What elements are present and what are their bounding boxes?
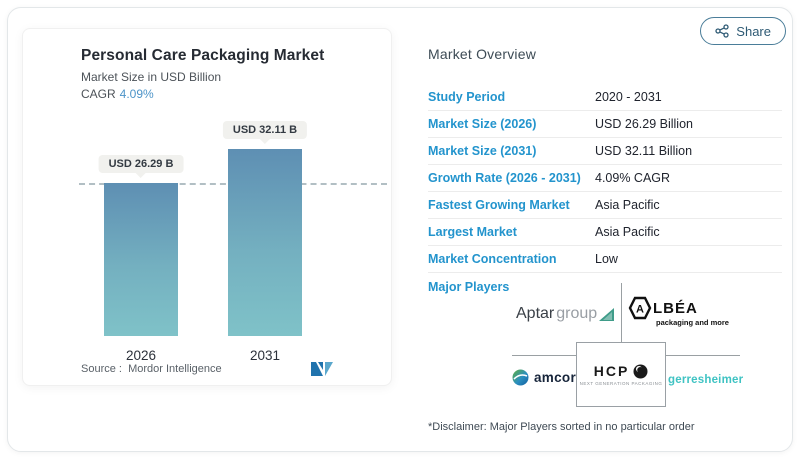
row-label: Fastest Growing Market [428, 198, 570, 212]
panel-heading: Market Overview [428, 46, 537, 62]
row-value: USD 32.11 Billion [595, 144, 693, 158]
chart-subtitle: Market Size in USD Billion [81, 70, 222, 84]
row-value: Asia Pacific [595, 225, 660, 239]
cagr-line: CAGR 4.09% [81, 87, 324, 101]
major-players-label: Major Players [428, 280, 510, 294]
players-vertical-divider [621, 283, 622, 343]
amcor-swirl-icon [512, 369, 529, 386]
hcp-moon-icon [633, 364, 648, 378]
source-row: Source : Mordor Intelligence [81, 361, 335, 377]
chart-header: Personal Care Packaging Market Market Si… [81, 47, 324, 101]
gerresheimer-logo: gerresheimer [668, 374, 743, 386]
table-row-market-size-2026: Market Size (2026) USD 26.29 Billion [428, 111, 782, 138]
row-label: Largest Market [428, 225, 517, 239]
table-row-market-size-2031: Market Size (2031) USD 32.11 Billion [428, 138, 782, 165]
cagr-value: 4.09% [119, 87, 154, 101]
share-icon [715, 24, 729, 38]
aptargroup-logo: Aptar group [516, 305, 615, 323]
albea-hexagon-icon: A [628, 296, 652, 320]
row-value: Asia Pacific [595, 198, 660, 212]
hcp-logo: HCP NEXT GENERATION PACKAGING [576, 342, 666, 407]
fact-table: Study Period 2020 - 2031 Market Size (20… [428, 84, 782, 273]
row-value: USD 26.29 Billion [595, 117, 693, 131]
row-value: 4.09% CAGR [595, 171, 671, 185]
cagr-label: CAGR [81, 87, 116, 101]
amcor-logo: amcor [512, 369, 576, 386]
x-axis-label-2031: 2031 [249, 348, 281, 363]
row-label: Market Size (2026) [428, 117, 537, 131]
hcp-logo-text: HCP [593, 363, 630, 379]
table-row-market-concentration: Market Concentration Low [428, 246, 782, 273]
aptar-triangle-icon [599, 307, 615, 321]
bar-2026 [104, 183, 178, 336]
disclaimer-text: *Disclaimer: Major Players sorted in no … [428, 421, 695, 433]
players-horizontal-divider-left [512, 355, 576, 356]
row-label: Growth Rate (2026 - 2031) [428, 171, 581, 185]
table-row-study-period: Study Period 2020 - 2031 [428, 84, 782, 111]
albea-logo-text: LBÉA [653, 299, 698, 317]
table-row-fastest-growing-market: Fastest Growing Market Asia Pacific [428, 192, 782, 219]
row-value: 2020 - 2031 [595, 90, 662, 104]
table-row-largest-market: Largest Market Asia Pacific [428, 219, 782, 246]
row-label: Market Concentration [428, 252, 557, 266]
share-button[interactable]: Share [700, 17, 786, 45]
market-size-chart-card: Personal Care Packaging Market Market Si… [22, 28, 392, 386]
row-label: Study Period [428, 90, 506, 104]
bar-2031 [228, 149, 302, 336]
table-row-growth-rate: Growth Rate (2026 - 2031) 4.09% CAGR [428, 165, 782, 192]
svg-text:A: A [636, 304, 644, 316]
chart-title: Personal Care Packaging Market [81, 47, 325, 64]
x-axis-label-2026: 2026 [125, 348, 157, 363]
mordor-intelligence-logo-icon [311, 362, 333, 376]
hcp-tagline: NEXT GENERATION PACKAGING [579, 381, 663, 386]
row-value: Low [595, 252, 618, 266]
share-button-label: Share [736, 23, 771, 39]
albea-tagline: packaging and more [656, 318, 729, 327]
bar-chart: USD 26.29 B 2026 USD 32.11 B 2031 [23, 119, 393, 379]
albea-logo: A LBÉA packaging and more [628, 296, 729, 327]
source-attribution: Source : Mordor Intelligence [81, 363, 222, 375]
row-label: Market Size (2031) [428, 144, 537, 158]
market-overview-panel: Share Market Overview Study Period 2020 … [420, 0, 792, 459]
players-horizontal-divider-right [666, 355, 740, 356]
bar-value-label-2026: USD 26.29 B [98, 155, 184, 173]
aptargroup-logo-text: Aptar [516, 305, 555, 322]
gerresheimer-logo-text: gerresheimer [668, 374, 744, 386]
bar-value-label-2031: USD 32.11 B [222, 121, 308, 139]
amcor-logo-text: amcor [534, 370, 577, 385]
